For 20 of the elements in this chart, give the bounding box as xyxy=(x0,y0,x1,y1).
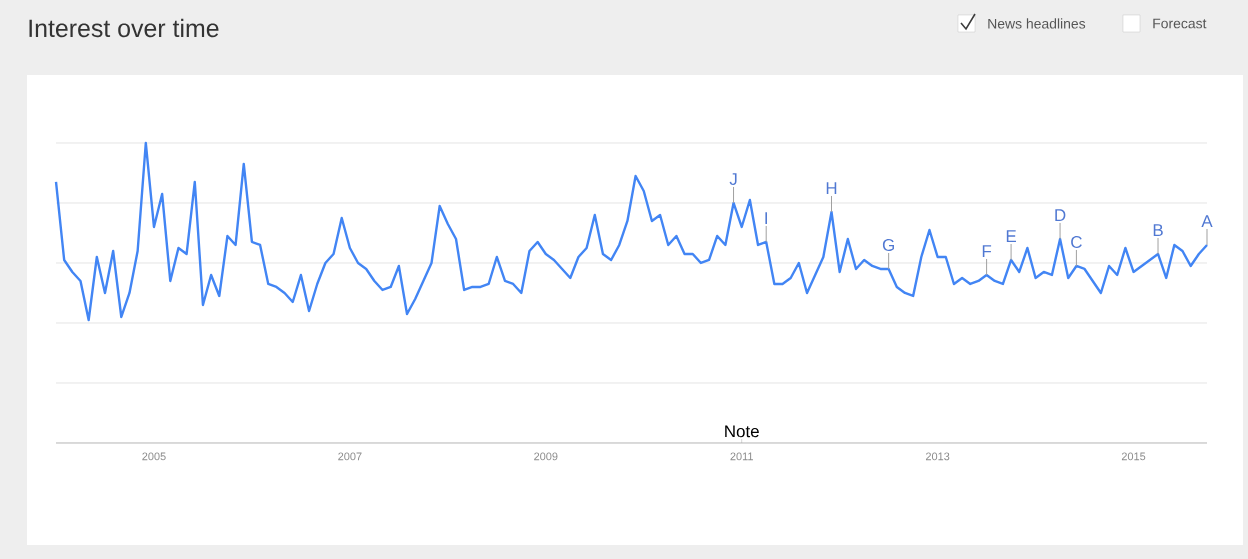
annotation: E xyxy=(1006,230,1016,242)
text: Forecast xyxy=(1153,18,1207,29)
annotation: I xyxy=(765,212,767,224)
annotation: C xyxy=(1071,235,1082,248)
annotation: Note xyxy=(725,425,759,438)
annotation: F xyxy=(982,245,992,257)
x-tick-label: 2015 xyxy=(1121,452,1146,461)
x-tick-label: 2005 xyxy=(142,452,166,461)
annotation: J xyxy=(729,173,737,185)
annotation: H xyxy=(826,182,837,194)
text: News headlines xyxy=(988,18,1086,29)
annotation: G xyxy=(882,238,894,251)
x-tick-label: 2007 xyxy=(338,452,362,461)
x-tick-label: 2013 xyxy=(925,452,950,461)
chart-title: Interest over time xyxy=(29,18,219,38)
annotation: B xyxy=(1153,224,1163,236)
annotation: A xyxy=(1201,215,1213,227)
x-tick-label: 2011 xyxy=(730,452,753,461)
x-tick-label: 2009 xyxy=(534,452,558,461)
annotation: D xyxy=(1055,209,1066,221)
